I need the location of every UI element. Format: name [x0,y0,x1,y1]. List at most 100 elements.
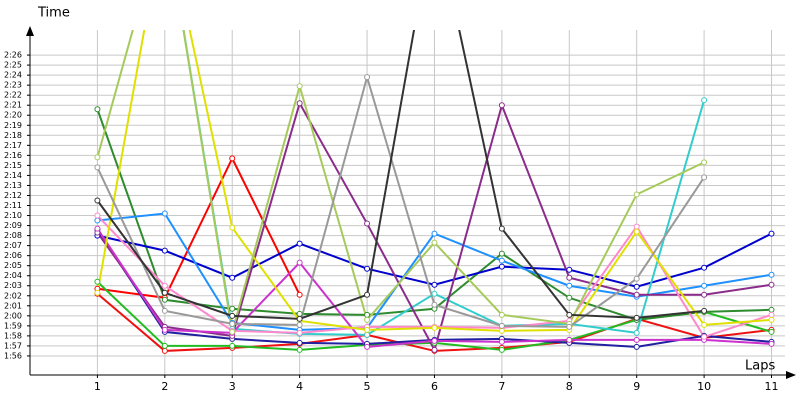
data-point [498,346,505,353]
data-point [296,310,303,317]
data-point [431,324,438,331]
data-point [94,212,101,219]
y-tick-label: 2:05 [4,261,22,270]
data-point [633,314,640,321]
data-point [701,282,708,289]
x-tick-label: 1 [94,380,101,393]
y-tick-label: 1:58 [4,331,22,340]
data-point [296,339,303,346]
data-point [431,230,438,237]
y-tick-label: 2:07 [4,241,22,250]
data-point [229,312,236,319]
series-line [96,73,705,328]
y-tick-label: 2:16 [4,151,22,160]
data-point [633,343,640,350]
x-axis-arrow [786,371,796,379]
data-point [701,159,708,166]
data-point [498,338,505,345]
data-point [161,342,168,349]
data-point [229,155,236,162]
data-point [161,347,168,354]
data-point [161,326,168,333]
data-point [364,291,371,298]
data-point [296,291,303,298]
data-point [768,328,775,335]
data-point [364,316,371,323]
y-tick-label: 2:17 [4,141,22,150]
data-point [94,278,101,285]
y-tick-label: 2:18 [4,131,22,140]
y-tick-label: 2:06 [4,251,22,260]
data-point [229,305,236,312]
data-point [633,291,640,298]
data-point [768,281,775,288]
y-axis-title: Time [37,6,70,21]
x-axis-title: Laps [745,359,775,374]
data-point [296,315,303,322]
data-point [633,223,640,230]
data-point [296,83,303,90]
y-tick-label: 2:10 [4,211,22,220]
data-point [566,311,573,318]
grid [30,30,785,375]
data-point [364,331,371,338]
data-point [296,329,303,336]
data-point [431,301,438,308]
data-point [633,191,640,198]
series-line [97,156,301,299]
data-point [94,164,101,171]
data-point [701,333,708,340]
y-tick-label: 2:09 [4,221,22,230]
data-point [94,197,101,204]
data-point [498,327,505,334]
y-tick-label: 2:22 [4,91,22,100]
plot-area [94,30,775,354]
data-point [498,102,505,109]
y-tick-label: 2:23 [4,81,22,90]
y-tick-label: 1:57 [4,341,22,350]
data-point [633,283,640,290]
data-point [161,296,168,303]
x-tick-label: 2 [161,380,168,393]
y-tick-label: 2:11 [4,201,22,210]
data-point [229,342,236,349]
x-tick-label: 8 [566,380,573,393]
y-tick-label: 2:15 [4,161,22,170]
data-point [296,346,303,353]
data-point [498,250,505,257]
data-point [296,259,303,266]
data-point [364,343,371,350]
y-axis-arrow [26,26,34,36]
data-point [633,228,640,235]
y-tick-label: 1:56 [4,351,22,360]
data-point [364,220,371,227]
data-point [633,329,640,336]
data-point [701,291,708,298]
y-tick-label: 2:24 [4,71,22,80]
data-point [566,266,573,273]
x-tick-label: 6 [431,380,438,393]
y-tick-label: 2:19 [4,121,22,130]
x-tick-label: 9 [633,380,640,393]
data-point [701,307,708,314]
series-line [96,30,705,333]
y-tick-label: 2:25 [4,61,22,70]
data-point [633,336,640,343]
data-point [701,174,708,181]
data-point [498,225,505,232]
y-tick-label: 2:08 [4,231,22,240]
data-point [161,247,168,254]
data-point [498,322,505,329]
data-point [296,240,303,247]
y-tick-label: 2:14 [4,171,22,180]
y-tick-label: 2:20 [4,111,22,120]
data-point [229,328,236,335]
x-tick-label: 10 [697,380,711,393]
data-point [701,97,708,104]
data-point [566,323,573,330]
x-tick-label: 7 [498,380,505,393]
data-point [364,74,371,81]
y-tick-label: 1:59 [4,321,22,330]
y-tick-label: 2:00 [4,311,22,320]
